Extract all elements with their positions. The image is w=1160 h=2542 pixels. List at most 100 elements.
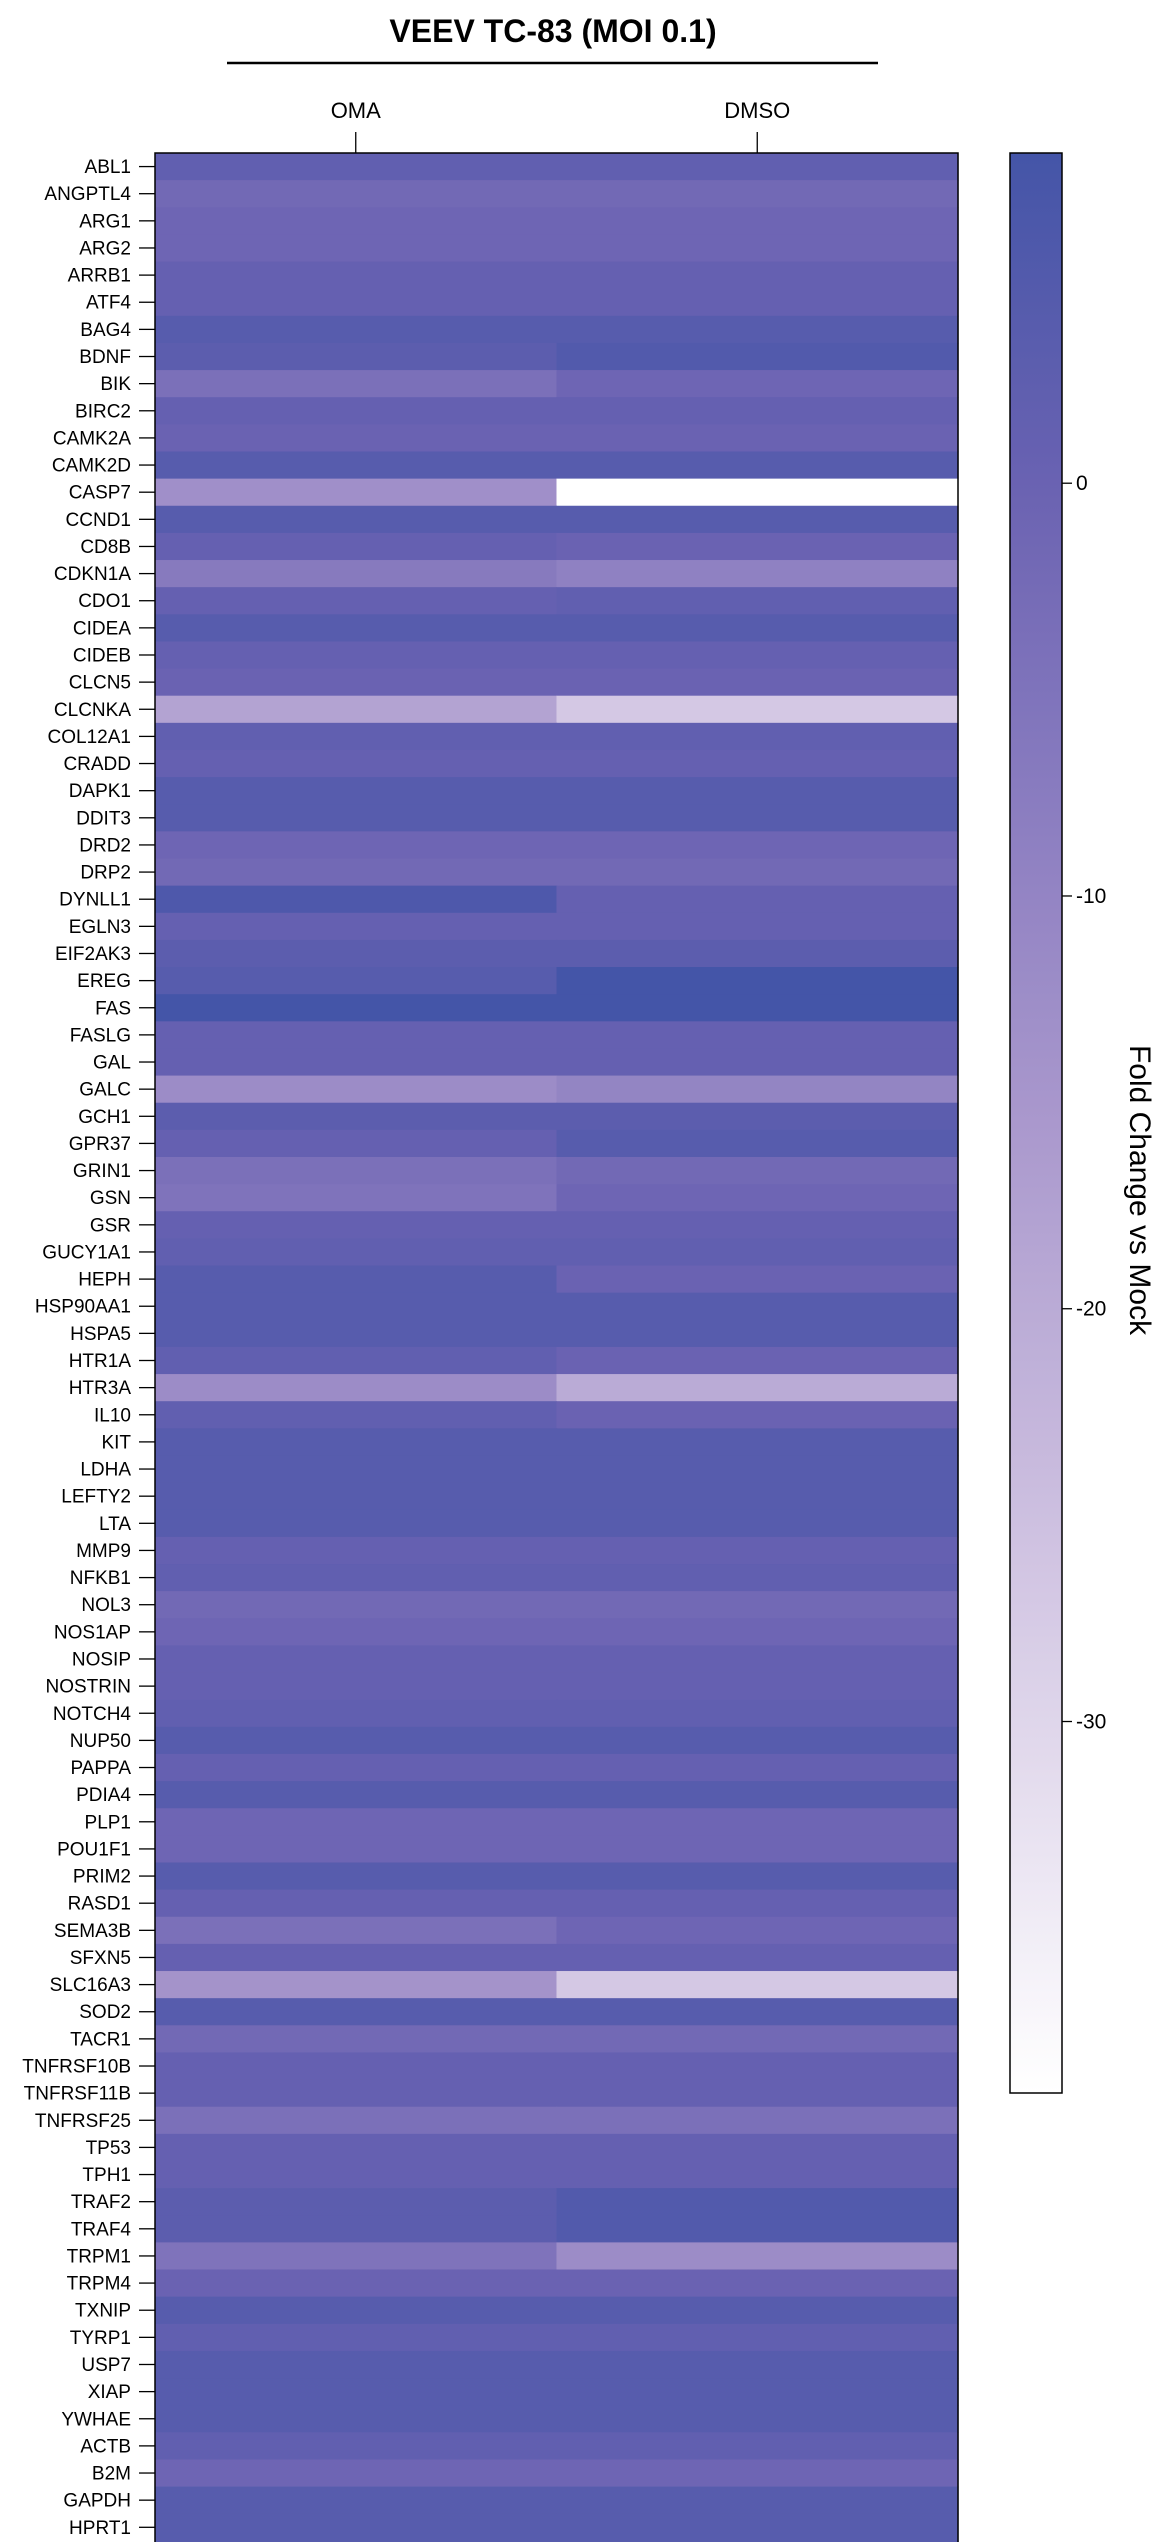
row-label: TPH1 xyxy=(82,2165,131,2186)
heatmap-cell xyxy=(155,2350,558,2379)
heatmap-cell xyxy=(556,2432,959,2461)
heatmap-cell xyxy=(556,1346,959,1375)
row-label: ARRB1 xyxy=(68,266,131,287)
heatmap-cell xyxy=(155,1075,558,1104)
heatmap-cell xyxy=(155,641,558,670)
heatmap-cell xyxy=(556,2540,959,2542)
heatmap-cells xyxy=(155,153,959,2542)
heatmap-cell xyxy=(556,885,959,914)
heatmap-cell xyxy=(556,1699,959,1728)
row-label: GSR xyxy=(90,1215,131,1236)
heatmap-cell xyxy=(556,1862,959,1891)
heatmap-cell xyxy=(556,2079,959,2108)
heatmap-cell xyxy=(155,777,558,805)
heatmap-cell xyxy=(556,614,959,643)
heatmap-cell xyxy=(155,1591,558,1619)
heatmap-cell xyxy=(155,2160,558,2189)
heatmap-cell xyxy=(155,424,558,453)
heatmap-cell xyxy=(155,1862,558,1891)
heatmap-cell xyxy=(556,1998,959,2026)
heatmap-cell xyxy=(155,587,558,615)
heatmap-cell xyxy=(556,1808,959,1836)
row-label: TRPM1 xyxy=(67,2246,131,2267)
heatmap-cell xyxy=(155,1482,558,1511)
row-label: CLCNKA xyxy=(54,700,131,721)
row-label: TACR1 xyxy=(70,2029,131,2050)
heatmap-cell xyxy=(155,1048,558,1077)
heatmap-cell xyxy=(155,1102,558,1131)
row-label: HEPH xyxy=(78,1270,131,1291)
heatmap-cell xyxy=(155,397,558,425)
heatmap-cell xyxy=(155,1564,558,1592)
heatmap-cell xyxy=(155,261,558,290)
row-label: ACTB xyxy=(80,2436,131,2457)
row-label: GRIN1 xyxy=(73,1161,131,1182)
heatmap-cell xyxy=(155,315,558,344)
row-label: RASD1 xyxy=(68,1894,131,1915)
heatmap-cell xyxy=(155,1998,558,2026)
row-label: PAPPA xyxy=(70,1758,131,1779)
row-label: TXNIP xyxy=(75,2301,131,2322)
row-labels: ABL1 ANGPTL4 ARG1 ARG2 ARRB1 ATF4 BAG4 BDNF BIK B… xyxy=(22,157,155,2539)
heatmap-frame xyxy=(154,152,959,2542)
heatmap-cell xyxy=(556,2133,959,2162)
row-label: PDIA4 xyxy=(76,1785,131,1806)
heatmap-cell xyxy=(155,614,558,643)
heatmap-cell xyxy=(155,831,558,860)
heatmap-cell xyxy=(155,342,558,371)
row-label: LDHA xyxy=(80,1460,131,1481)
heatmap-cell xyxy=(155,2133,558,2162)
row-label: EIF2AK3 xyxy=(55,944,131,965)
heatmap-cell xyxy=(155,2215,558,2243)
heatmap-cell xyxy=(155,1428,558,1457)
row-label: BAG4 xyxy=(80,320,131,341)
row-label: CD8B xyxy=(80,537,131,558)
row-label: NOTCH4 xyxy=(53,1704,132,1725)
heatmap-cell xyxy=(155,2459,558,2488)
row-label: NOL3 xyxy=(81,1595,131,1616)
heatmap-cell xyxy=(556,641,959,670)
heatmap-cell xyxy=(155,153,558,181)
heatmap-cell xyxy=(155,234,558,263)
heatmap-cell xyxy=(155,2323,558,2352)
heatmap-cell xyxy=(155,1943,558,1972)
heatmap-cell xyxy=(556,804,959,832)
heatmap-cell xyxy=(155,1971,558,1999)
column-label: DMSO xyxy=(724,98,790,123)
colorbar-tick-label: -10 xyxy=(1076,885,1106,908)
heatmap-cell xyxy=(155,1129,558,1158)
heatmap-cell xyxy=(556,1509,959,1538)
heatmap-cell xyxy=(556,1672,959,1701)
heatmap-cell xyxy=(556,749,959,778)
heatmap-cell xyxy=(155,858,558,887)
row-label: SOD2 xyxy=(79,2002,131,2023)
heatmap-cell xyxy=(556,2350,959,2379)
row-label: NFKB1 xyxy=(70,1568,131,1589)
row-label: ANGPTL4 xyxy=(44,184,131,205)
row-label: CAMK2D xyxy=(52,456,131,477)
row-label: DAPK1 xyxy=(69,781,131,802)
heatmap-cell xyxy=(556,1021,959,1050)
heatmap-cell xyxy=(155,885,558,914)
row-label: POU1F1 xyxy=(57,1839,131,1860)
heatmap-cell xyxy=(155,1319,558,1348)
row-label: NOSTRIN xyxy=(46,1677,132,1698)
row-label: PRIM2 xyxy=(73,1867,131,1888)
heatmap-cell xyxy=(155,2296,558,2325)
column-labels: OMA DMSO xyxy=(331,98,790,153)
heatmap-cell xyxy=(556,288,959,317)
row-label: PLP1 xyxy=(85,1812,131,1833)
row-label: HSP90AA1 xyxy=(35,1297,131,1318)
heatmap-cell xyxy=(556,2215,959,2243)
row-label: TRAF2 xyxy=(71,2192,131,2213)
row-label: DRP2 xyxy=(80,863,131,884)
row-label: HSPA5 xyxy=(70,1324,131,1345)
heatmap-cell xyxy=(556,1319,959,1348)
heatmap-cell xyxy=(155,1265,558,1294)
heatmap-cell xyxy=(155,668,558,697)
row-label: CASP7 xyxy=(69,483,131,504)
heatmap-cell xyxy=(556,1889,959,1918)
row-label: NOS1AP xyxy=(54,1622,131,1643)
heatmap-cell xyxy=(155,1184,558,1212)
row-label: FAS xyxy=(95,998,131,1019)
